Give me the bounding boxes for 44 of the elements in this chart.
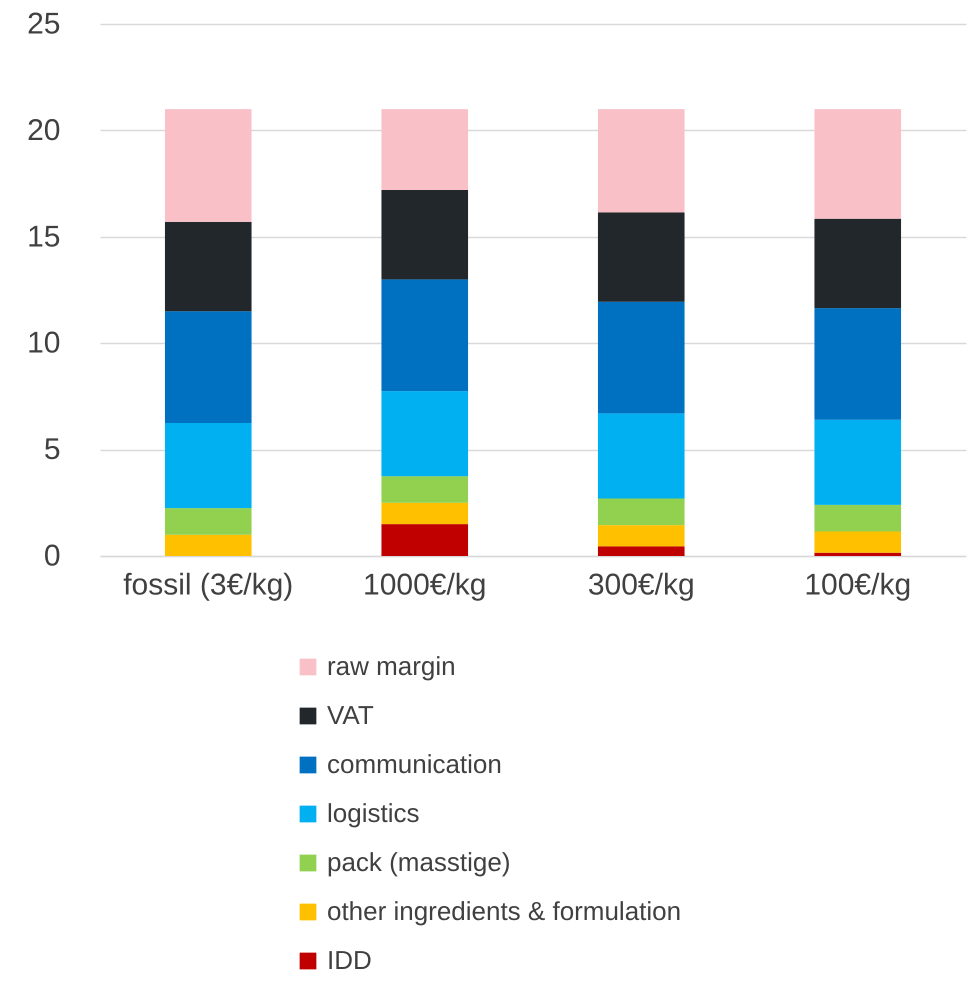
bar xyxy=(598,546,685,556)
bar xyxy=(814,420,902,505)
bar xyxy=(598,525,685,546)
bar xyxy=(814,308,902,420)
bar xyxy=(381,502,468,524)
bar xyxy=(164,534,252,556)
x-tick-label: 100€/kg xyxy=(804,568,912,602)
bar xyxy=(381,476,468,503)
bar xyxy=(598,498,685,526)
bar xyxy=(598,109,685,212)
bar xyxy=(381,109,468,190)
bar xyxy=(598,302,685,414)
bar xyxy=(164,423,252,508)
bar xyxy=(598,413,685,499)
legend-label: communication xyxy=(327,749,502,779)
y-tick-label: 5 xyxy=(44,433,60,466)
bar xyxy=(381,279,468,392)
bar xyxy=(164,508,252,535)
bar xyxy=(814,552,902,556)
y-tick-label: 0 xyxy=(44,540,60,572)
bar xyxy=(381,391,468,476)
legend-label: other ingredients & formulation xyxy=(327,896,682,926)
x-tick-label: 1000€/kg xyxy=(363,568,486,602)
y-tick-label: 15 xyxy=(27,220,60,254)
bar xyxy=(598,212,685,302)
bar xyxy=(814,109,902,219)
bar xyxy=(381,190,468,280)
bar xyxy=(814,532,902,553)
bar xyxy=(381,524,468,556)
legend-label: pack (masstige) xyxy=(327,847,510,877)
legend-label: VAT xyxy=(327,700,374,730)
legend-label: logistics xyxy=(327,798,420,828)
bar xyxy=(164,109,252,222)
bar xyxy=(164,222,252,312)
y-tick-label: 10 xyxy=(27,326,60,360)
bar xyxy=(164,311,252,423)
bar xyxy=(814,504,902,532)
y-tick-label: 20 xyxy=(27,114,60,147)
legend-label: IDD xyxy=(327,945,372,975)
x-tick-label: fossil (3€/kg) xyxy=(123,568,294,602)
legend-label: raw margin xyxy=(327,651,456,681)
y-tick-label: 25 xyxy=(27,8,60,40)
bar xyxy=(814,218,902,308)
x-tick-label: 300€/kg xyxy=(588,568,695,602)
